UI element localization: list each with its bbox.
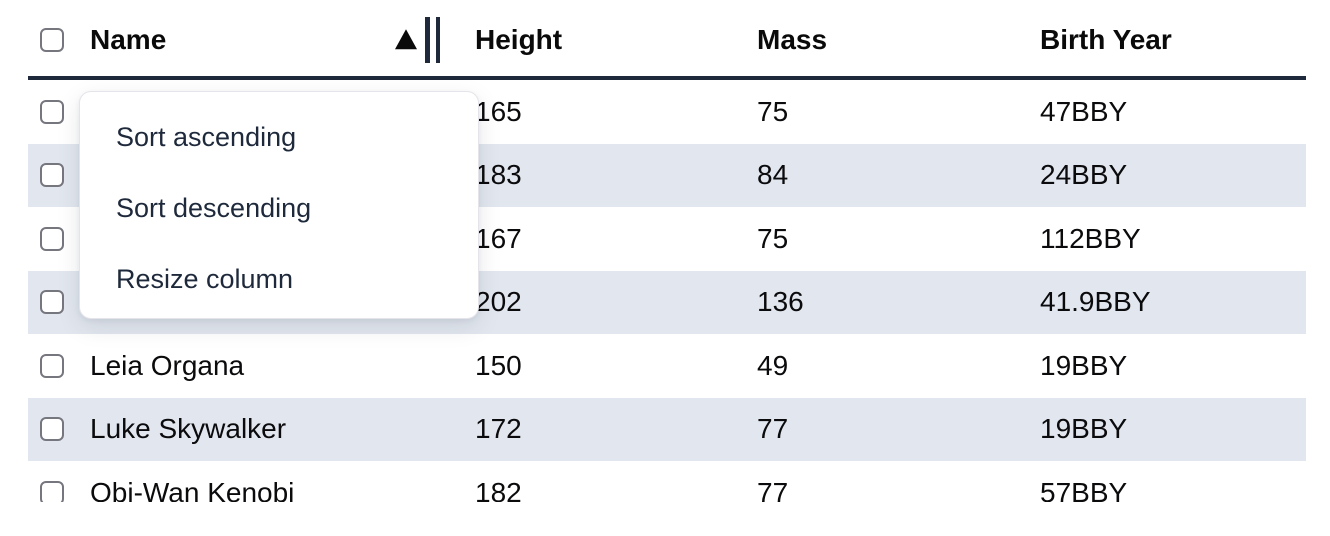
cell-height: 167	[475, 222, 522, 254]
table-row[interactable]: Leia Organa 150 49 19BBY	[28, 334, 1306, 398]
row-checkbox[interactable]	[40, 163, 64, 188]
cell-birth-year: 57BBY	[1040, 476, 1128, 502]
cell-height: 183	[475, 159, 522, 191]
data-table: Name Height Mass Birth Year 165 75 47BBY…	[0, 0, 1330, 502]
select-all-checkbox[interactable]	[40, 28, 64, 52]
table-row[interactable]: Luke Skywalker 172 77 19BBY	[28, 397, 1306, 461]
column-header-mass[interactable]: Mass	[757, 24, 828, 55]
cell-birth-year: 47BBY	[1040, 95, 1128, 127]
row-checkbox-cell	[28, 417, 90, 442]
cell-mass: 77	[757, 476, 789, 502]
table-row[interactable]: 165 75 47BBY	[28, 80, 1306, 144]
table-row[interactable]: Obi-Wan Kenobi 182 77 57BBY	[28, 461, 1306, 502]
menu-item-resize-column[interactable]: Resize column	[116, 264, 294, 294]
cell-mass: 77	[757, 413, 789, 445]
cell-name: Obi-Wan Kenobi	[90, 476, 295, 502]
column-header-birth-year[interactable]: Birth Year	[1040, 24, 1172, 55]
header-checkbox-cell	[28, 28, 90, 52]
menu-item-sort-ascending[interactable]: Sort ascending	[116, 122, 297, 152]
cell-mass: 84	[757, 159, 789, 191]
table-header-row: Name Height Mass Birth Year	[28, 0, 1306, 80]
column-context-menu: Sort ascending Sort descending Resize colu…	[79, 91, 479, 319]
row-checkbox[interactable]	[40, 290, 64, 315]
cell-name: Leia Organa	[90, 349, 245, 381]
row-checkbox-cell	[28, 353, 90, 378]
cell-height: 172	[475, 413, 522, 445]
row-checkbox[interactable]	[40, 353, 64, 378]
row-checkbox-cell	[28, 480, 90, 502]
row-checkbox[interactable]	[40, 226, 64, 251]
sort-ascending-icon	[395, 29, 417, 50]
cell-birth-year: 19BBY	[1040, 413, 1128, 445]
table-body: 165 75 47BBY 183 84 24BBY 167 75 112BBY …	[0, 80, 1330, 502]
row-checkbox-cell	[28, 226, 90, 251]
row-checkbox-cell	[28, 290, 90, 315]
row-checkbox[interactable]	[40, 417, 64, 442]
cell-height: 182	[475, 476, 522, 502]
cell-mass: 49	[757, 349, 789, 381]
cell-mass: 136	[757, 286, 804, 318]
cell-height: 165	[475, 95, 522, 127]
table-row[interactable]: 167 75 112BBY	[28, 207, 1306, 271]
cell-birth-year: 24BBY	[1040, 159, 1128, 191]
cell-birth-year: 112BBY	[1040, 222, 1141, 254]
cell-mass: 75	[757, 222, 789, 254]
cell-name: Luke Skywalker	[90, 413, 287, 445]
row-checkbox[interactable]	[40, 480, 64, 502]
column-resize-handle-icon[interactable]	[425, 17, 440, 63]
column-header-name[interactable]: Name	[90, 0, 475, 80]
cell-mass: 75	[757, 95, 789, 127]
row-checkbox-cell	[28, 99, 90, 124]
cell-height: 150	[475, 349, 522, 381]
cell-birth-year: 19BBY	[1040, 349, 1128, 381]
table-row[interactable]: 202 136 41.9BBY	[28, 270, 1306, 334]
row-checkbox-cell	[28, 163, 90, 188]
column-header-name-label: Name	[90, 24, 167, 55]
column-header-height[interactable]: Height	[475, 24, 563, 55]
cell-birth-year: 41.9BBY	[1040, 286, 1151, 318]
cell-height: 202	[475, 286, 522, 318]
menu-item-sort-descending[interactable]: Sort descending	[116, 193, 312, 223]
row-checkbox[interactable]	[40, 99, 64, 124]
